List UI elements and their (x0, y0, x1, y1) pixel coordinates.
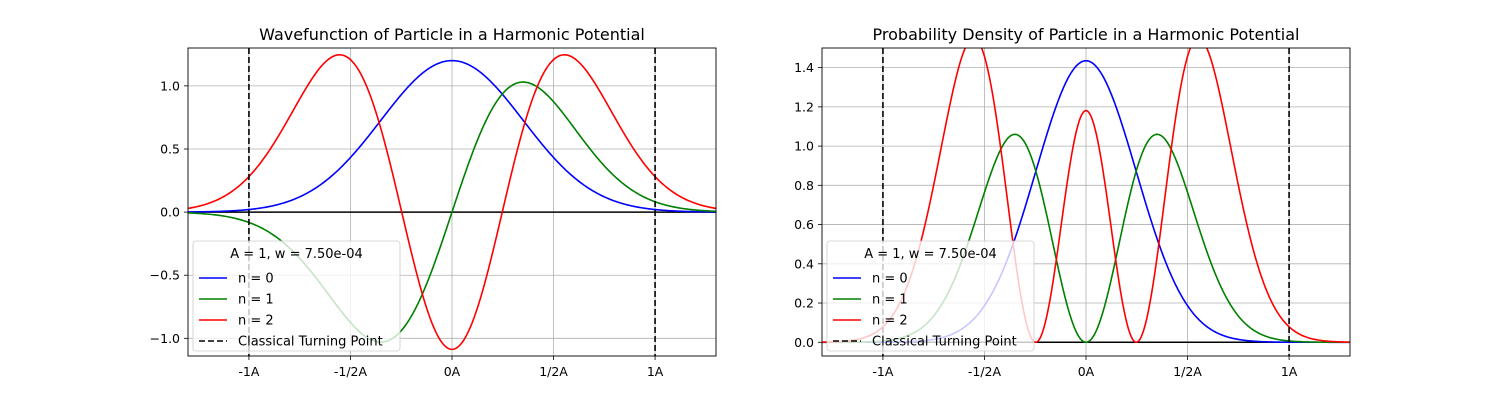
y-tick-label: 0.0 (160, 205, 180, 220)
legend-label: Classical Turning Point (238, 335, 383, 350)
y-tick-label: 0.5 (160, 141, 180, 156)
probability-density-chart: -1A -1/2A 0A 1/2A 1A 0.0 0.2 0.4 0.6 0.8 1.0 1.2 1.4… (794, 25, 1351, 379)
legend-label: n = 1 (872, 293, 908, 308)
y-tick-label: −1.0 (150, 331, 180, 346)
legend-box (192, 240, 401, 352)
legend-box (826, 240, 1035, 352)
y-tick-label: 1.0 (160, 78, 180, 93)
legend-label: Classical Turning Point (872, 335, 1017, 350)
legend-label: n = 1 (238, 293, 274, 308)
x-tick-label: 0A (444, 364, 461, 379)
y-tick-label: 1.2 (794, 99, 814, 114)
legend-label: n = 0 (872, 272, 908, 287)
y-tick-label: 0.8 (794, 178, 814, 193)
series-line (188, 59, 716, 213)
x-tick-label: -1/2A (334, 364, 368, 379)
chart-title: Wavefunction of Particle in a Harmonic P… (259, 25, 645, 44)
y-tick-label: −0.5 (150, 268, 180, 283)
y-tick-label: 1.4 (794, 60, 814, 75)
x-tick-label: 1/2A (1173, 364, 1202, 379)
series-line (188, 81, 716, 343)
y-tick-label: 0.4 (794, 256, 814, 271)
x-tick-label: 0A (1078, 364, 1095, 379)
legend-title: A = 1, w = 7.50e-04 (230, 247, 363, 262)
plot-area (188, 48, 716, 356)
wavefunction-chart: -1A -1/2A 0A 1/2A 1A −1.0 −0.5 0.0 0.5 1.0 Wavefun… (150, 25, 717, 379)
y-tick-label: 0.2 (794, 296, 814, 311)
y-tick-label: 0.6 (794, 217, 814, 232)
legend-title: A = 1, w = 7.50e-04 (864, 247, 997, 262)
x-tick-label: 1/2A (539, 364, 568, 379)
y-tick-label: 1.0 (794, 139, 814, 154)
y-tick-label: 0.0 (794, 335, 814, 350)
legend: A = 1, w = 7.50e-04 n = 0 n = 1 n = 2 Classi… (192, 240, 401, 352)
legend-label: n = 0 (238, 272, 274, 287)
x-tick-label: -1A (872, 364, 893, 379)
x-tick-label: 1A (647, 364, 664, 379)
legend: A = 1, w = 7.50e-04 n = 0 n = 1 n = 2 Classi… (826, 240, 1035, 352)
x-tick-label: 1A (1281, 364, 1298, 379)
series-line (188, 53, 716, 351)
legend-label: n = 2 (238, 314, 274, 329)
legend-label: n = 2 (872, 314, 908, 329)
x-tick-label: -1A (238, 364, 259, 379)
chart-title: Probability Density of Particle in a Har… (873, 25, 1300, 44)
x-tick-label: -1/2A (968, 364, 1002, 379)
